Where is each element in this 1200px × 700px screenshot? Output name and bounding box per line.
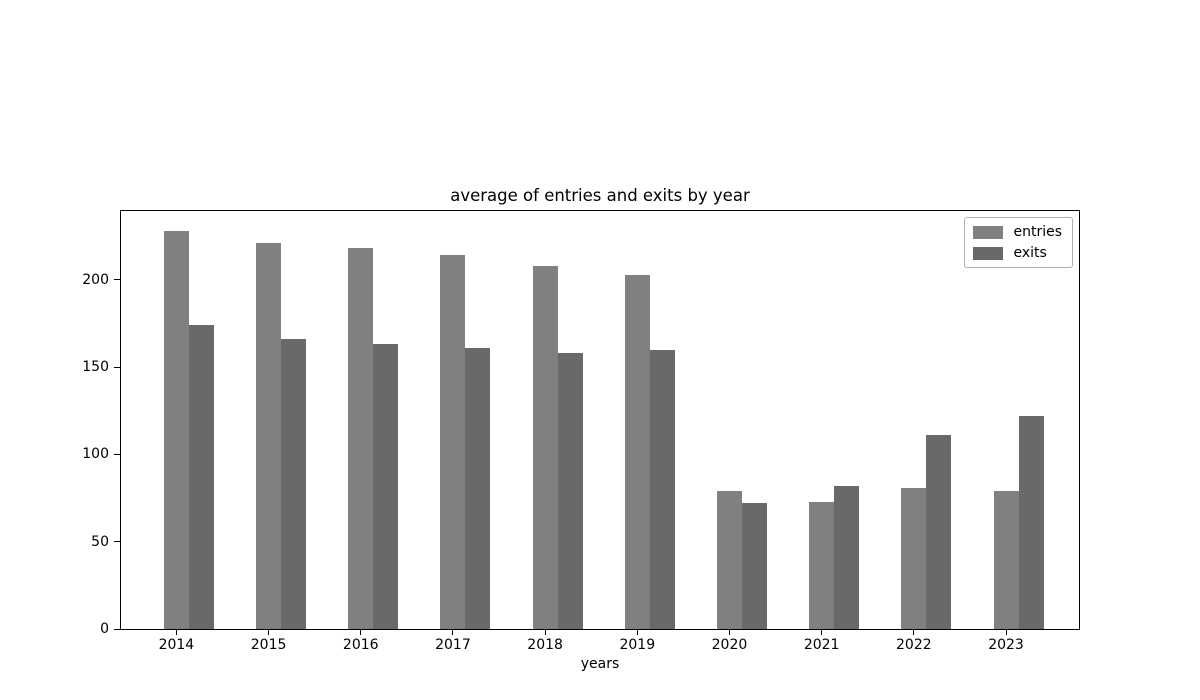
- x-tick-mark: [452, 629, 454, 635]
- bar-entries-2023: [993, 491, 1019, 629]
- x-tick-mark: [175, 629, 177, 635]
- bar-exits-2023: [1018, 415, 1044, 629]
- x-tick-mark: [1005, 629, 1007, 635]
- y-tick-label: 150: [82, 359, 109, 376]
- legend-label-entries: entries: [1013, 224, 1062, 240]
- x-tick-label: 2017: [435, 637, 471, 653]
- x-tick-label: 2016: [342, 637, 379, 653]
- bar-entries-2016: [348, 248, 374, 629]
- bar-exits-2022: [926, 435, 952, 629]
- y-tick-label: 200: [82, 271, 109, 288]
- bar-exits-2017: [465, 347, 491, 629]
- legend-label-exits: exits: [1013, 245, 1047, 261]
- x-tick-label: 2015: [250, 637, 287, 653]
- y-tick-label: 50: [91, 533, 109, 550]
- legend-swatch-exits: [973, 246, 1004, 260]
- x-axis-label: years: [580, 656, 620, 672]
- bar-exits-2016: [373, 344, 399, 629]
- x-tick-label: 2019: [619, 637, 656, 653]
- x-tick-label: 2022: [896, 637, 932, 653]
- bar-exits-2014: [188, 325, 214, 629]
- bar-entries-2015: [256, 243, 282, 629]
- y-tick-mark: [114, 366, 120, 368]
- y-tick-label: 100: [82, 446, 109, 463]
- x-tick-label: 2023: [988, 637, 1024, 653]
- legend-swatch-entries: [973, 225, 1004, 239]
- x-tick-label: 2021: [803, 637, 840, 653]
- legend-item-exits: exits: [973, 245, 1062, 261]
- legend-item-entries: entries: [973, 224, 1062, 240]
- bar-entries-2014: [163, 230, 189, 629]
- plot-area: 0 50 100 150 200 2014 2015 2016 2017 2018 2019 2020…: [82, 210, 1080, 653]
- bar-exits-2020: [741, 503, 767, 629]
- x-tick-mark: [268, 629, 270, 635]
- y-tick-mark: [114, 453, 120, 455]
- bar-entries-2022: [901, 487, 927, 629]
- bar-entries-2020: [716, 491, 742, 629]
- y-tick-label: 0: [100, 621, 109, 637]
- x-tick-mark: [544, 629, 546, 635]
- x-tick-label: 2014: [158, 637, 195, 653]
- bar-entries-2018: [532, 265, 558, 629]
- x-tick-mark: [913, 629, 915, 635]
- y-tick-mark: [114, 628, 120, 630]
- x-tick-mark: [360, 629, 362, 635]
- bar-exits-2015: [281, 339, 307, 629]
- x-tick-mark: [728, 629, 730, 635]
- y-tick-mark: [114, 279, 120, 281]
- y-tick-mark: [114, 541, 120, 543]
- x-tick-label: 2020: [711, 637, 748, 653]
- bar-entries-2019: [624, 274, 650, 629]
- bar-exits-2021: [834, 485, 860, 629]
- bar-exits-2018: [557, 353, 583, 629]
- bar-entries-2017: [440, 255, 466, 629]
- bar-entries-2021: [809, 501, 835, 629]
- chart-title: average of entries and exits by year: [450, 186, 750, 205]
- legend: entries exits: [964, 217, 1073, 268]
- x-tick-mark: [821, 629, 823, 635]
- x-tick-mark: [636, 629, 638, 635]
- bar-exits-2019: [649, 349, 675, 629]
- x-tick-label: 2018: [527, 637, 563, 653]
